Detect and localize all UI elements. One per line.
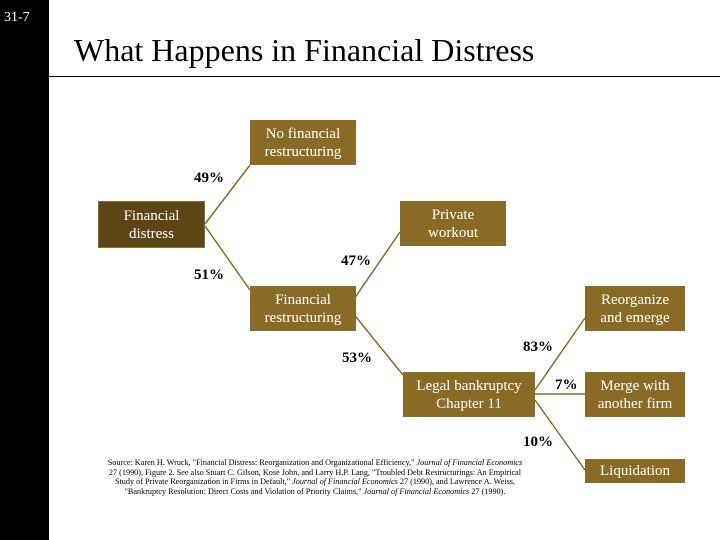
pct-private-workout: 47% [341,253,371,269]
pct-legal-bankruptcy: 53% [342,350,372,366]
connector-distress-norestructuring [204,164,251,225]
sidebar-bar: 31-7 [0,0,49,540]
pct-no-restructuring: 49% [194,170,224,186]
node-reorganize-and-emerge: Reorganize and emerge [585,286,685,331]
connector-bankruptcy-liquidation [534,399,586,471]
connector-restructuring-bankruptcy [351,311,404,376]
pct-reorganize: 83% [523,339,553,355]
connector-distress-restructuring [204,225,251,291]
connector-restructuring-workout [351,231,401,303]
source-line-3: Study of Private Reorganization in Firms… [114,477,516,487]
node-private-workout: Private workout [400,201,506,246]
node-merge-with-another-firm: Merge with another firm [585,372,685,417]
node-financial-distress: Financial distress [98,201,205,248]
source-line-4: "Bankruptcy Resolution: Direct Costs and… [124,486,506,496]
node-legal-bankruptcy: Legal bankruptcy Chapter 11 [403,372,535,417]
slide-title: What Happens in Financial Distress [74,32,535,68]
node-no-financial-restructuring: No financial restructuring [250,120,356,165]
connector-bankruptcy-reorganize [534,317,586,391]
source-line-1: Source: Karen H. Wruck, "Financial Distr… [107,458,523,467]
source-line-2: 27 (1990), Figure 2. See also Stuart C. … [108,467,522,477]
pct-liquidation: 10% [523,434,553,450]
node-liquidation: Liquidation [585,459,685,483]
pct-merge: 7% [555,377,578,393]
pct-restructuring: 51% [194,267,224,283]
slide-number: 31-7 [4,10,30,25]
node-financial-restructuring: Financial restructuring [250,286,356,331]
title-rule [49,76,720,77]
source-citation: Source: Karen H. Wruck, "Financial Distr… [80,458,550,496]
